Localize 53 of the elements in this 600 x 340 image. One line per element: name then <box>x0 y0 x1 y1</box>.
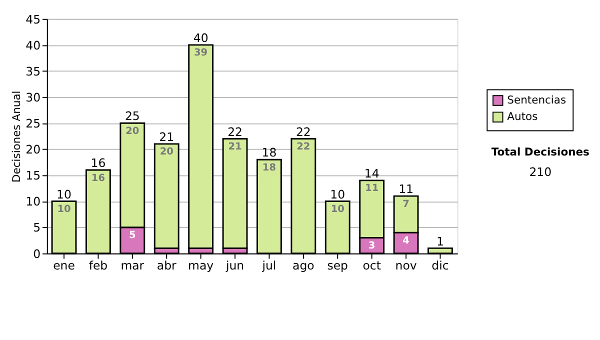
data-label: 21 <box>228 141 242 152</box>
x-tick-label: jul <box>261 258 276 273</box>
y-tick-label: 10 <box>26 194 41 209</box>
y-axis-title: Decisiones Anual <box>10 90 23 183</box>
y-tick-label: 35 <box>26 64 41 78</box>
data-label: 10 <box>330 204 345 216</box>
data-label: 16 <box>91 172 106 184</box>
data-label: 4 <box>402 235 410 246</box>
x-tick-label: jun <box>224 258 244 273</box>
x-tick-label: nov <box>395 258 417 273</box>
y-tick-label: 5 <box>33 220 41 235</box>
x-tick-label: mar <box>120 258 144 273</box>
data-label: 7 <box>402 198 410 210</box>
y-tick-label: 25 <box>26 116 41 131</box>
text: 210 <box>529 165 552 180</box>
data-label: 3 <box>368 240 376 252</box>
y-tick-label: 0 <box>33 246 41 261</box>
data-label: 39 <box>194 48 208 59</box>
y-tick-label: 40 <box>26 38 41 52</box>
total-label: 10 <box>330 187 346 202</box>
data-label: 22 <box>296 141 310 152</box>
x-tick-label: dic <box>432 258 449 273</box>
y-tick-label: 20 <box>26 142 41 157</box>
legend-label: Sentencias <box>507 93 566 106</box>
total-label: 18 <box>262 146 277 160</box>
x-tick-label: ago <box>292 258 314 273</box>
total-label: 21 <box>159 130 174 144</box>
data-label: 5 <box>129 230 136 242</box>
x-tick-label: may <box>188 258 214 273</box>
data-label: 18 <box>262 162 276 174</box>
x-tick-label: sep <box>327 258 348 273</box>
total-label: 10 <box>56 187 72 202</box>
legend-label: Autos <box>507 110 538 124</box>
total-label: 14 <box>364 166 380 181</box>
data-label: 11 <box>365 183 379 194</box>
data-label: 20 <box>126 126 140 137</box>
y-tick-label: 15 <box>26 168 41 183</box>
total-label: 40 <box>193 31 208 45</box>
total-label: 11 <box>398 182 414 196</box>
y-tick-label: 45 <box>26 12 41 26</box>
x-tick-label: abr <box>156 258 177 273</box>
x-tick-label: oct <box>362 258 382 273</box>
text: Total Decisiones <box>491 145 590 158</box>
x-tick-label: ene <box>53 258 75 273</box>
y-tick-label: 30 <box>26 90 41 104</box>
x-tick-label: feb <box>88 258 108 273</box>
total-label: 16 <box>90 156 106 170</box>
total-label: 22 <box>296 124 311 139</box>
data-label: 20 <box>160 146 174 158</box>
data-label: 10 <box>57 204 72 216</box>
total-label: 1 <box>436 234 444 248</box>
total-label: 25 <box>124 109 140 124</box>
total-label: 22 <box>228 124 242 139</box>
